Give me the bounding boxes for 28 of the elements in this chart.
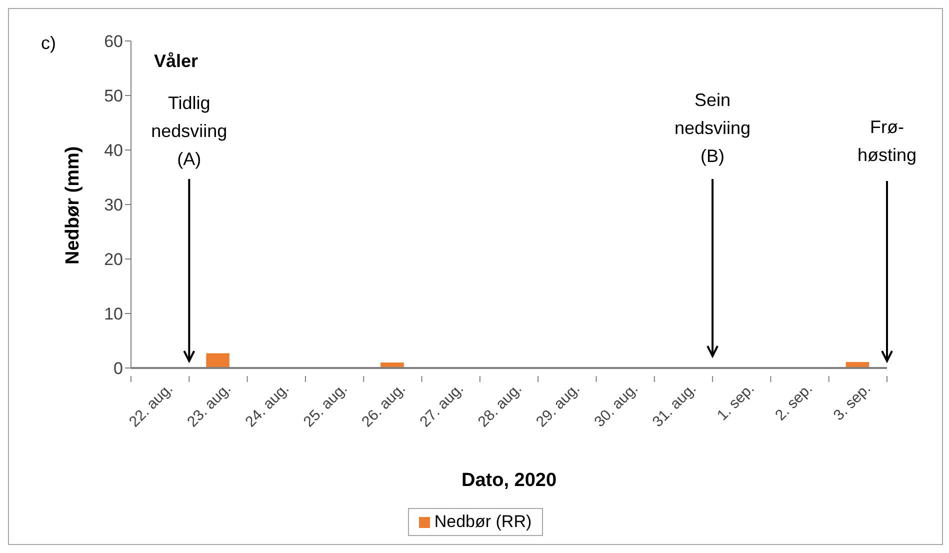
x-tick-label: 22. aug. bbox=[126, 380, 176, 431]
annotation: Tidlig nedsviing (A) bbox=[151, 93, 228, 169]
text: c) bbox=[41, 33, 56, 53]
annotation: Våler bbox=[154, 51, 198, 71]
y-tick-label: 10 bbox=[104, 304, 123, 324]
y-tick-label: 0 bbox=[114, 359, 123, 378]
annotation: Frø- høsting bbox=[857, 117, 917, 165]
x-tick-label: 28. aug. bbox=[474, 380, 526, 431]
y-tick-label: 30 bbox=[104, 196, 123, 215]
y-tick-label: 50 bbox=[104, 86, 123, 106]
y-tick-label: 60 bbox=[104, 32, 123, 52]
x-tick-label: 29. aug. bbox=[532, 380, 584, 431]
x-tick-label: 3. sep. bbox=[830, 380, 874, 424]
y-tick-label: 40 bbox=[104, 141, 123, 160]
annotation: Sein nedsviing (B) bbox=[674, 90, 751, 166]
x-tick-label: 27. aug. bbox=[416, 380, 468, 431]
x-tick-label: 1. sep. bbox=[714, 380, 758, 424]
y-axis-title: Nedbør (mm) bbox=[62, 146, 84, 264]
x-tick-label: 2. sep. bbox=[772, 380, 816, 424]
x-tick-label: 24. aug. bbox=[242, 380, 293, 431]
x-tick-label: 30. aug. bbox=[591, 380, 642, 431]
x-axis-title: Dato, 2020 bbox=[461, 470, 557, 491]
x-tick-label: 25. aug. bbox=[300, 380, 351, 431]
legend-label: Nedbør (RR) bbox=[434, 512, 532, 532]
x-tick-label: 26. aug. bbox=[358, 380, 409, 431]
x-tick-label: 31. aug. bbox=[649, 380, 700, 431]
y-tick-label: 20 bbox=[104, 250, 123, 270]
x-tick-label: 23. aug. bbox=[184, 380, 234, 431]
